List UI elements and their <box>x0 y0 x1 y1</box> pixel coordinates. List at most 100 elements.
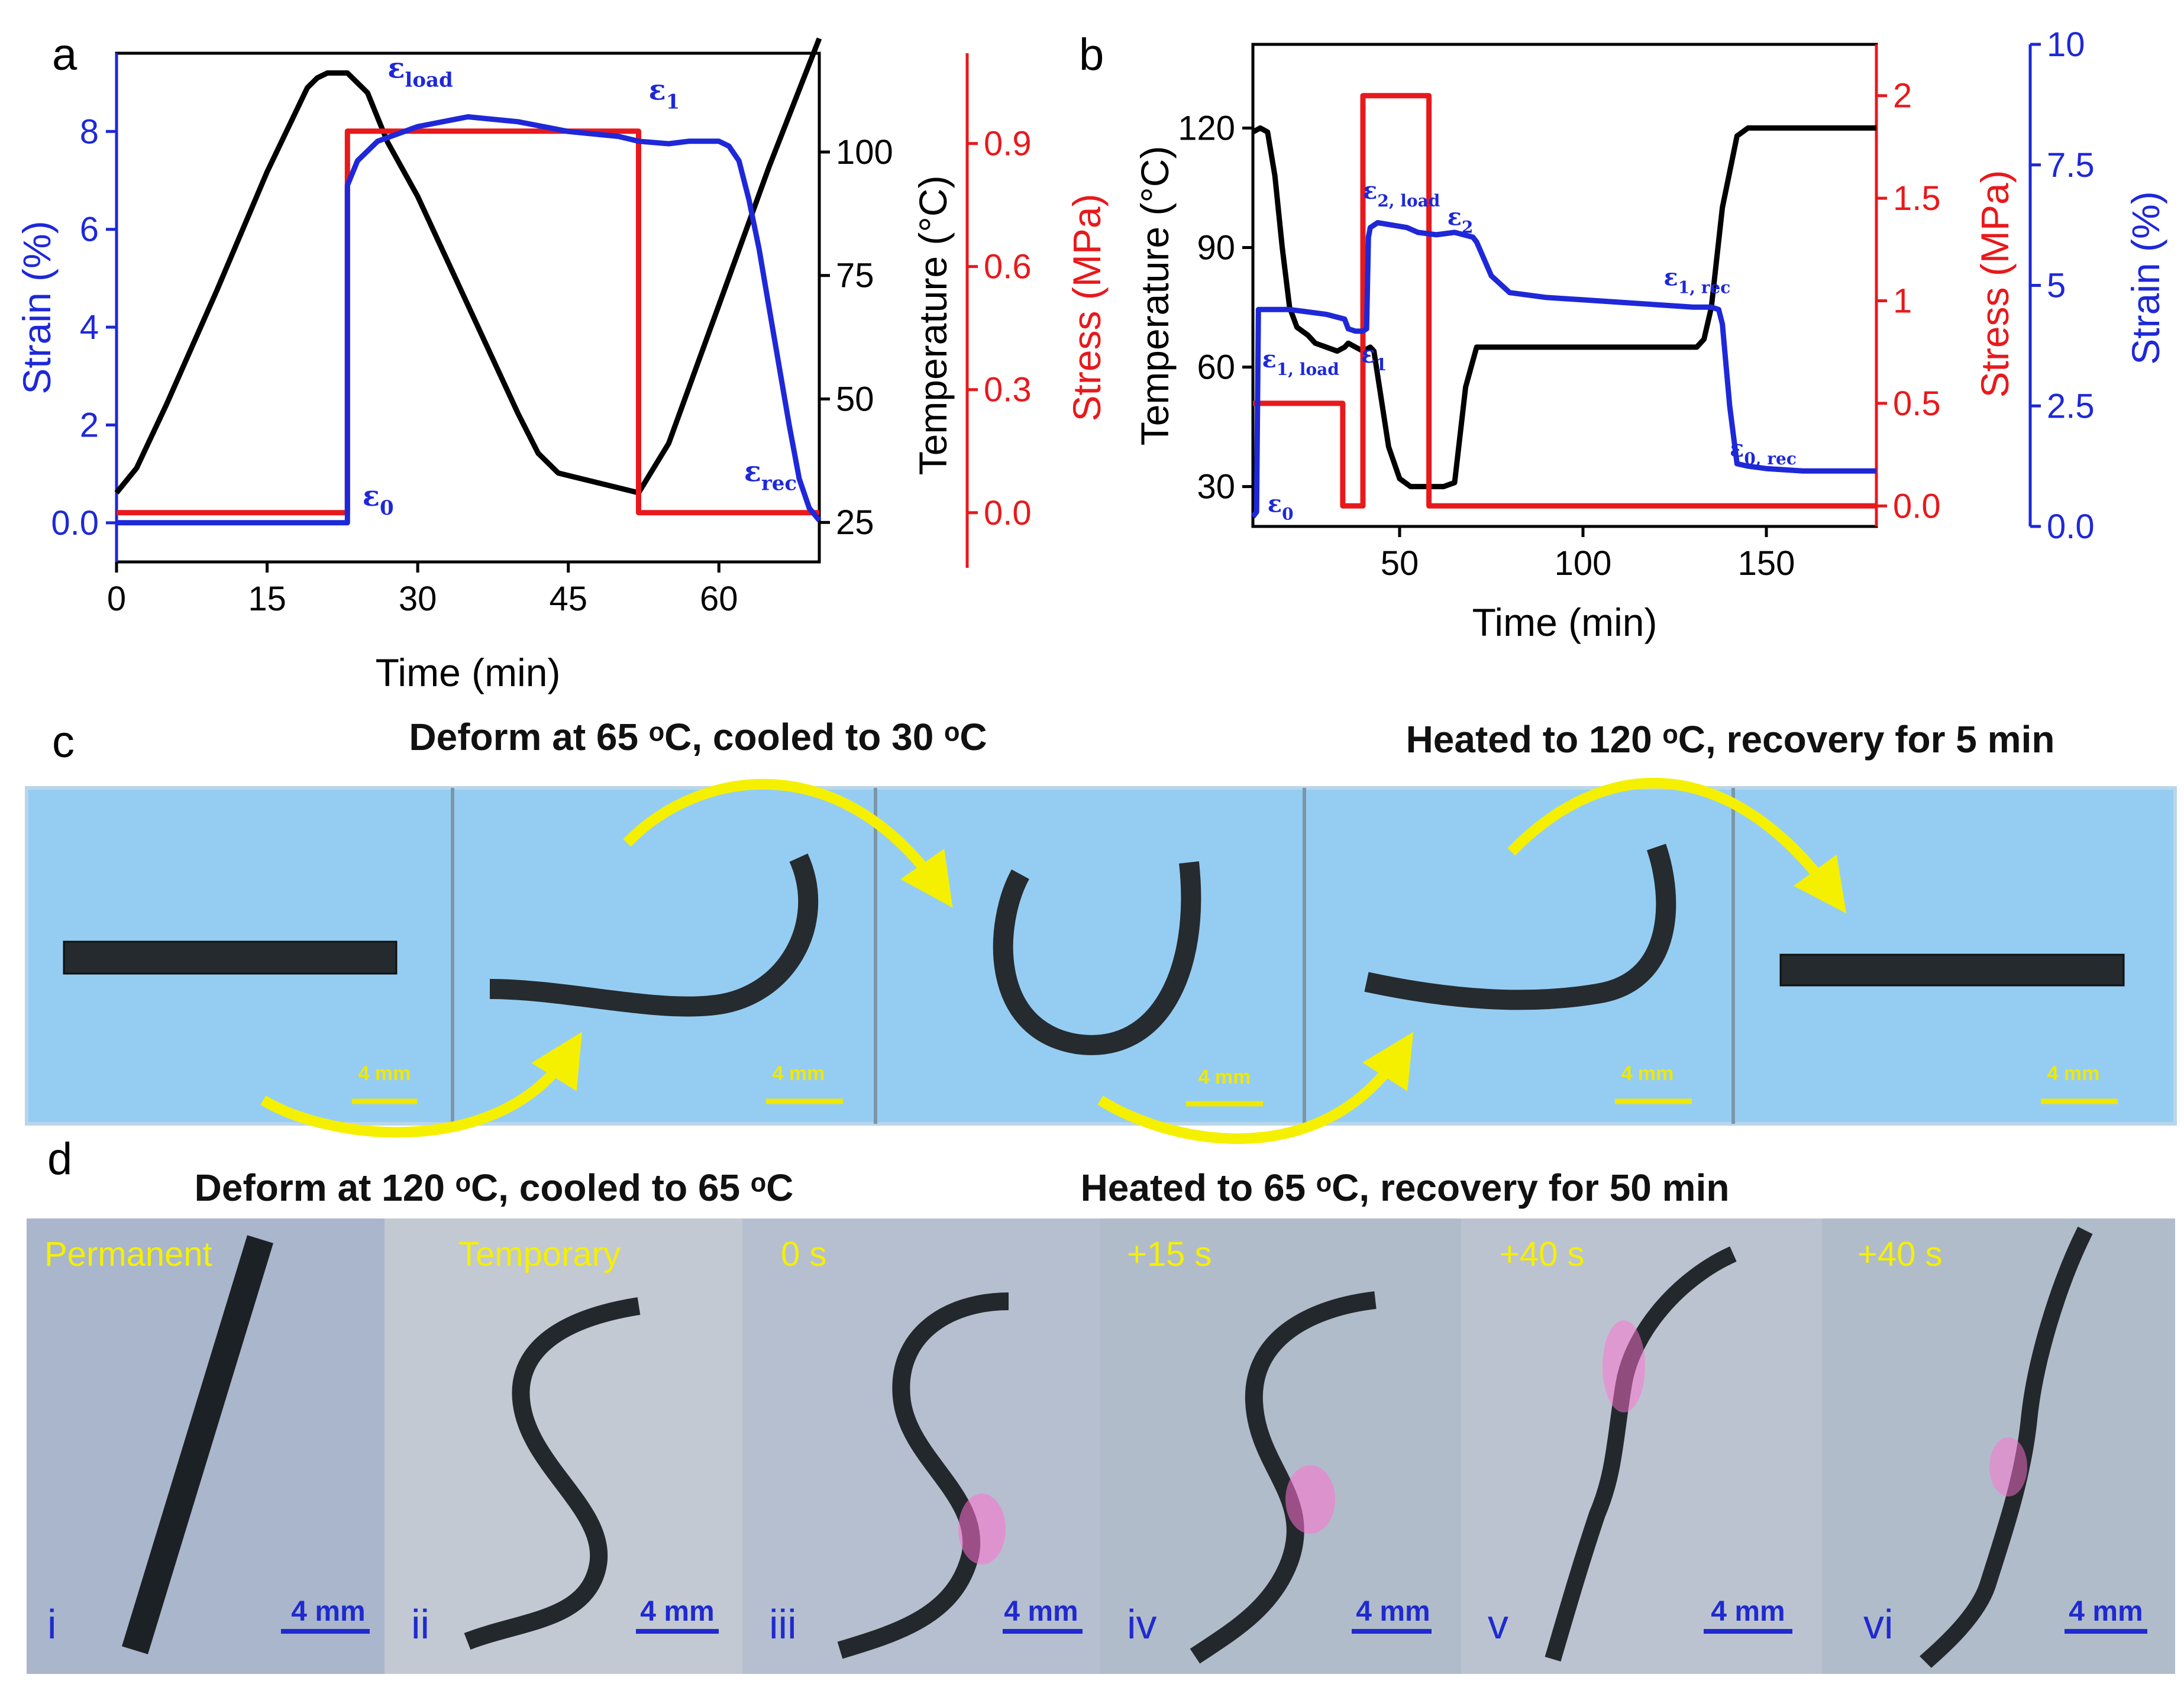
panel-d-frame-label: +40 s <box>1500 1235 1585 1273</box>
panel-d-frame-number: vi <box>1863 1601 1894 1647</box>
panel-c-scale-bar: 4 mm <box>2041 1062 2118 1104</box>
y-tick-label: 8 <box>80 112 99 151</box>
scale-bar-label: 4 mm <box>291 1596 365 1627</box>
y-tick-label: 2.5 <box>2047 387 2095 425</box>
scale-bar-label: 4 mm <box>640 1596 714 1627</box>
y-tick-label: 2 <box>80 406 99 444</box>
series-line-temperature <box>114 37 822 496</box>
panel-c-scale-bar: 4 mm <box>766 1062 843 1104</box>
strain-annotation: ε0 <box>1268 490 1294 524</box>
panel-c-caption-heated: Heated to 120 ᵒC, recovery for 5 min <box>1406 718 2055 761</box>
panel-d-caption-heated: Heated to 65 ᵒC, recovery for 50 min <box>1081 1166 1730 1209</box>
x-tick-label: 150 <box>1738 544 1795 583</box>
panel-c-caption-deform: Deform at 65 ᵒC, cooled to 30 ᵒC <box>409 716 987 758</box>
panel-b-temperature-ticks: 30 60 90 120 <box>1178 109 1253 506</box>
y-tick-label: 4 <box>80 308 99 347</box>
y-tick-label: 7.5 <box>2047 146 2095 185</box>
x-tick-label: 15 <box>248 580 286 618</box>
x-tick-label: 100 <box>1555 544 1612 583</box>
panel-a-stress-ticks: 0.0 0.3 0.6 0.9 <box>967 125 1032 532</box>
panel-d-scale-bar: 4 mm <box>281 1596 370 1634</box>
x-tick-label: 45 <box>549 580 587 618</box>
y-tick-label: 90 <box>1197 229 1235 267</box>
panel-a-x-ticks: 0 15 30 45 60 <box>107 562 738 618</box>
panel-a-stress-axis-label: Stress (MPa) <box>1065 193 1109 421</box>
y-tick-label: 1.5 <box>1893 179 1941 218</box>
panel-d: d Deform at 120 ᵒC, cooled to 65 ᵒC Heat… <box>27 1134 2175 1674</box>
panel-c-sample-bent <box>489 853 819 1017</box>
y-tick-label: 0.0 <box>1893 487 1941 525</box>
scale-bar-label: 4 mm <box>773 1062 825 1085</box>
panel-d-frame-bg <box>385 1218 742 1674</box>
panel-b-temperature-axis-label: Temperature (°C) <box>1133 146 1177 446</box>
panel-c-arrow <box>260 1032 583 1138</box>
panel-d-laser-spot <box>1285 1465 1335 1534</box>
panel-c-sample-u-shape <box>993 861 1201 1055</box>
y-tick-label: 120 <box>1178 109 1235 147</box>
scale-bar-label: 4 mm <box>1711 1596 1785 1627</box>
y-tick-label: 2 <box>1893 77 1912 115</box>
y-tick-label: 0.0 <box>51 504 99 542</box>
panel-a-x-axis-label: Time (min) <box>376 651 561 694</box>
panel-label-d: d <box>47 1134 72 1184</box>
y-tick-label: 6 <box>80 211 99 249</box>
panel-b: b 50 100 150 30 60 90 120 0.0 0.5 1 1.5 2 0.0 2.5 5… <box>1079 25 2167 644</box>
scale-bar-label: 4 mm <box>1356 1596 1430 1627</box>
y-tick-label: 0.0 <box>984 494 1032 532</box>
panel-d-frame-number: ii <box>411 1601 429 1647</box>
panel-d-frame-number: iii <box>769 1601 797 1647</box>
panel-d-frame-number: v <box>1488 1601 1508 1647</box>
panel-c-scale-bar: 4 mm <box>1186 1066 1263 1107</box>
y-tick-label: 30 <box>1197 468 1235 506</box>
series-line-stress <box>1253 93 1876 509</box>
panel-d-sample-15s <box>1190 1291 1377 1664</box>
series-line-stress <box>117 128 819 516</box>
panel-d-laser-spot <box>1989 1437 2027 1496</box>
x-tick-label: 50 <box>1381 544 1419 583</box>
panel-d-caption-deform: Deform at 120 ᵒC, cooled to 65 ᵒC <box>195 1166 794 1209</box>
y-tick-label: 0.5 <box>1893 384 1941 423</box>
strain-annotation: εload <box>387 51 453 92</box>
strain-annotation: ε1, load <box>1262 345 1339 379</box>
panel-d-frame-number: iv <box>1127 1601 1157 1647</box>
panel-d-frame-label: Temporary <box>458 1235 621 1273</box>
strain-annotation: ε0 <box>363 480 394 520</box>
panel-a-strain-ticks: 0.0 2 4 6 8 <box>51 112 117 542</box>
scale-bar-label: 4 mm <box>1198 1066 1251 1088</box>
scale-bar-label: 4 mm <box>358 1062 411 1085</box>
y-tick-label: 100 <box>836 133 893 172</box>
panel-c-scale-bar: 4 mm <box>352 1062 417 1104</box>
y-tick-label: 60 <box>1197 348 1235 387</box>
x-tick-label: 60 <box>700 580 738 618</box>
series-line-temperature <box>1251 125 1876 490</box>
x-tick-label: 30 <box>399 580 437 618</box>
strain-annotation: ε1 <box>648 74 680 114</box>
panel-d-frame-number: i <box>47 1601 57 1647</box>
panel-c-arrow <box>1507 778 1847 914</box>
panel-d-scale-bar: 4 mm <box>636 1596 719 1634</box>
y-tick-label: 1 <box>1893 282 1912 321</box>
y-tick-label: 0.6 <box>984 248 1032 286</box>
panel-d-sample-permanent <box>122 1235 273 1654</box>
scale-bar-label: 4 mm <box>1621 1062 1674 1085</box>
panel-d-scale-bar: 4 mm <box>1352 1596 1432 1634</box>
y-tick-label: 0.3 <box>984 371 1032 409</box>
panel-c-sample-recovered <box>1779 953 2125 987</box>
y-tick-label: 5 <box>2047 267 2066 305</box>
panel-b-strain-axis-label: Strain (%) <box>2124 191 2167 364</box>
scale-bar-label: 4 mm <box>2047 1062 2100 1085</box>
y-tick-label: 0.0 <box>2047 508 2095 546</box>
scale-bar-label: 4 mm <box>2069 1596 2143 1627</box>
panel-a-strain-axis-label: Strain (%) <box>15 221 59 394</box>
panel-b-stress-axis-label: Stress (MPa) <box>1973 170 2017 397</box>
panel-d-scale-bar: 4 mm <box>2065 1596 2147 1634</box>
panel-a-annotations: εload ε1 ε0 εrec <box>363 51 797 520</box>
panel-a-temperature-ticks: 25 50 75 100 <box>819 133 893 542</box>
panel-c: c Deform at 65 ᵒC, cooled to 30 ᵒC Heate… <box>25 716 2177 1145</box>
panel-c-arrow <box>623 778 953 908</box>
panel-b-strain-ticks: 0.0 2.5 5 7.5 10 <box>2030 25 2095 546</box>
panel-d-sample-0s <box>837 1292 1009 1659</box>
series-line-strain <box>117 114 822 526</box>
panel-d-frame-label: +40 s <box>1857 1235 1943 1273</box>
